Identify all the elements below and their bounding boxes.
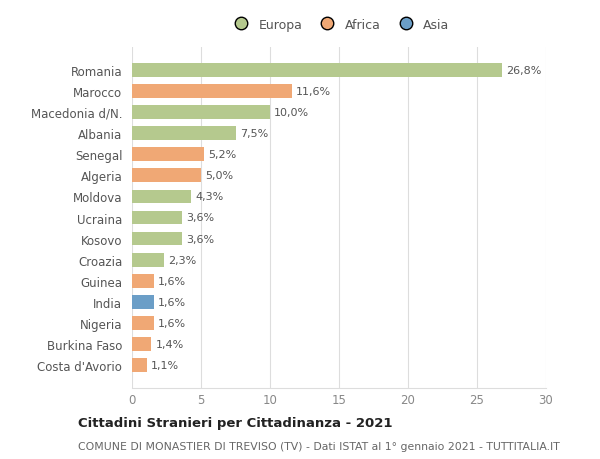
Bar [132, 317, 154, 330]
Bar [132, 148, 204, 162]
Text: 1,1%: 1,1% [151, 361, 179, 370]
Bar [132, 253, 164, 267]
Text: COMUNE DI MONASTIER DI TREVISO (TV) - Dati ISTAT al 1° gennaio 2021 - TUTTITALIA: COMUNE DI MONASTIER DI TREVISO (TV) - Da… [78, 441, 560, 451]
Bar [132, 169, 201, 183]
Bar [132, 232, 182, 246]
Text: 7,5%: 7,5% [239, 129, 268, 139]
Bar [132, 274, 154, 288]
Text: 3,6%: 3,6% [186, 234, 214, 244]
Bar [132, 296, 154, 309]
Text: 11,6%: 11,6% [296, 87, 331, 96]
Text: 1,4%: 1,4% [155, 340, 184, 349]
Bar [132, 85, 292, 98]
Text: 10,0%: 10,0% [274, 108, 309, 118]
Bar [132, 127, 235, 140]
Text: 2,3%: 2,3% [168, 255, 196, 265]
Text: 4,3%: 4,3% [196, 192, 224, 202]
Text: Cittadini Stranieri per Cittadinanza - 2021: Cittadini Stranieri per Cittadinanza - 2… [78, 416, 392, 429]
Text: 1,6%: 1,6% [158, 276, 187, 286]
Text: 5,2%: 5,2% [208, 150, 236, 160]
Bar [132, 338, 151, 351]
Text: 5,0%: 5,0% [205, 171, 233, 181]
Bar [132, 359, 147, 372]
Bar [132, 64, 502, 77]
Text: 1,6%: 1,6% [158, 319, 187, 328]
Bar [132, 211, 182, 225]
Legend: Europa, Africa, Asia: Europa, Africa, Asia [223, 14, 455, 37]
Text: 26,8%: 26,8% [506, 66, 541, 75]
Bar [132, 106, 270, 119]
Bar [132, 190, 191, 204]
Text: 3,6%: 3,6% [186, 213, 214, 223]
Text: 1,6%: 1,6% [158, 297, 187, 308]
